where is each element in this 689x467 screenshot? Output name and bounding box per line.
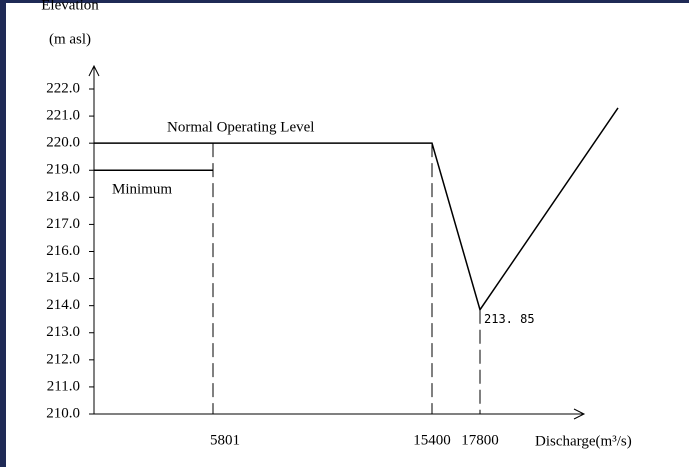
data-label: 213. 85 (484, 312, 535, 326)
y-tick-label: 214.0 (46, 297, 80, 313)
y-tick-label: 210.0 (46, 405, 80, 421)
y-tick-label: 216.0 (46, 243, 80, 259)
y-tick-label: 217.0 (46, 216, 80, 232)
y-tick-label: 213.0 (46, 324, 80, 340)
y-tick-label: 219.0 (46, 162, 80, 178)
x-tick-label: 5801 (210, 432, 240, 448)
y-tick-label: 215.0 (46, 270, 80, 286)
series-line (94, 107, 619, 312)
y-tick-label: 218.0 (46, 189, 80, 205)
y-axis-arrow (88, 64, 100, 77)
y-tick-label: 212.0 (46, 351, 80, 367)
annotation: Normal Operating Level (167, 119, 314, 135)
frame-top (0, 0, 689, 3)
y-tick-label: 220.0 (46, 135, 80, 151)
frame-left (0, 0, 6, 467)
y-axis-label: (m asl) (49, 31, 91, 47)
x-axis-arrow (573, 408, 586, 420)
y-tick-label: 211.0 (47, 378, 80, 394)
y-axis-label: Elevation (41, 0, 99, 13)
x-tick-label: 15400 (413, 432, 451, 448)
x-axis-label: Discharge(m³/s) (535, 433, 632, 449)
annotation: Minimum (112, 181, 172, 197)
y-tick-label: 221.0 (46, 108, 80, 124)
x-tick-label: 17800 (461, 432, 499, 448)
y-tick-label: 222.0 (46, 80, 80, 96)
